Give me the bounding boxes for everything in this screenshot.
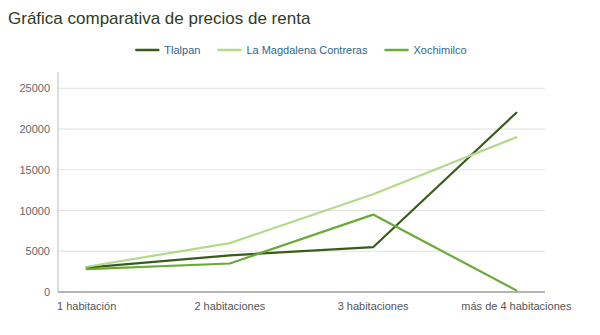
legend-swatch <box>385 49 407 52</box>
y-tick-label: 10000 <box>19 205 50 217</box>
y-tick-label: 0 <box>44 286 50 298</box>
grid-line <box>58 129 545 130</box>
lines <box>87 113 517 291</box>
legend-label: Xochimilco <box>413 44 466 56</box>
legend-swatch <box>136 49 158 52</box>
y-tick-label: 25000 <box>19 82 50 94</box>
legend-swatch <box>218 49 240 52</box>
legend-item: Tlalpan <box>136 44 200 56</box>
series-line <box>87 113 517 268</box>
x-tick-label: 1 habitación <box>57 300 116 312</box>
grid-line <box>58 210 545 211</box>
grid <box>58 88 545 292</box>
legend-label: Tlalpan <box>164 44 200 56</box>
y-axis <box>58 72 59 292</box>
grid-line <box>58 88 545 89</box>
legend-item: La Magdalena Contreras <box>218 44 368 56</box>
legend-item: Xochimilco <box>385 44 466 56</box>
grid-line <box>58 169 545 170</box>
series-line <box>87 215 517 291</box>
x-axis <box>58 292 545 293</box>
x-tick-label: 2 habitaciones <box>194 300 265 312</box>
x-tick-label: más de 4 habitaciones <box>461 300 572 312</box>
y-tick-label: 20000 <box>19 123 50 135</box>
y-tick-label: 15000 <box>19 164 50 176</box>
series-line <box>87 137 517 267</box>
legend: Tlalpan La Magdalena Contreras Xochimilco <box>136 44 466 56</box>
chart-container: Gráfica comparativa de precios de renta 0… <box>0 0 600 335</box>
y-tick-label: 5000 <box>26 245 50 257</box>
legend-label: La Magdalena Contreras <box>246 44 368 56</box>
title: Gráfica comparativa de precios de renta <box>8 9 311 28</box>
x-tick-label: 3 habitaciones <box>338 300 409 312</box>
grid-line <box>58 292 545 293</box>
chart: Gráfica comparativa de precios de renta 0… <box>0 0 600 335</box>
